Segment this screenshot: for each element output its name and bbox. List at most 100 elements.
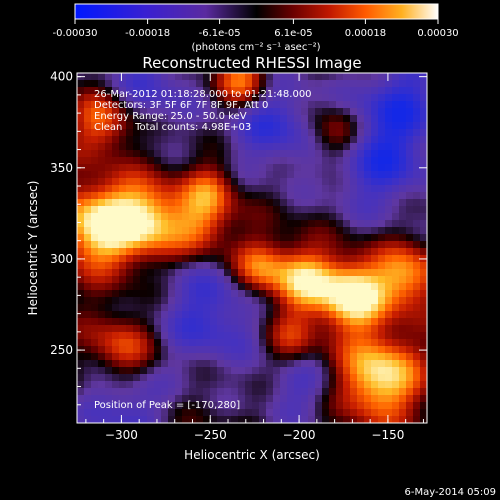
heatmap-cell (196, 409, 204, 417)
heatmap-cell (112, 262, 120, 270)
heatmap-cell (154, 388, 162, 396)
heatmap-cell (406, 395, 414, 403)
heatmap-cell (126, 269, 134, 277)
heatmap-cell (294, 94, 302, 102)
heatmap-cell (84, 297, 92, 305)
heatmap-cell (224, 353, 232, 361)
heatmap-cell (336, 241, 344, 249)
heatmap-cell (119, 143, 127, 151)
heatmap-cell (161, 220, 169, 228)
heatmap-cell (329, 388, 337, 396)
heatmap-cell (259, 325, 267, 333)
heatmap-cell (203, 388, 211, 396)
heatmap-cell (147, 115, 155, 123)
heatmap-cell (140, 304, 148, 312)
heatmap-cell (161, 178, 169, 186)
heatmap-cell (280, 94, 288, 102)
heatmap-cell (210, 395, 218, 403)
heatmap-cell (91, 255, 99, 263)
heatmap-cell (119, 353, 127, 361)
heatmap-cell (350, 395, 358, 403)
heatmap-cell (105, 311, 113, 319)
heatmap-cell (252, 94, 260, 102)
heatmap-cell (217, 318, 225, 326)
heatmap-cell (140, 353, 148, 361)
heatmap-cell (280, 297, 288, 305)
heatmap-cell (91, 262, 99, 270)
heatmap-cell (371, 199, 379, 207)
heatmap-cell (203, 227, 211, 235)
heatmap-cell (308, 290, 316, 298)
heatmap-cell (280, 199, 288, 207)
heatmap-cell (161, 122, 169, 130)
y-tick-label: 350 (50, 161, 73, 175)
heatmap-cell (343, 157, 351, 165)
heatmap-cell (259, 290, 267, 298)
heatmap-cell (273, 360, 281, 368)
heatmap-cell (112, 332, 120, 340)
heatmap-cell (350, 178, 358, 186)
heatmap-cell (161, 206, 169, 214)
heatmap-cell (385, 325, 393, 333)
heatmap-cell (378, 269, 386, 277)
heatmap-cell (399, 185, 407, 193)
heatmap-cell (315, 101, 323, 109)
heatmap-cell (420, 157, 427, 165)
heatmap-cell (154, 122, 162, 130)
heatmap-cell (259, 136, 267, 144)
heatmap-cell (420, 143, 427, 151)
heatmap-cell (84, 269, 92, 277)
heatmap-cell (175, 101, 183, 109)
heatmap-cell (119, 150, 127, 158)
heatmap-cell (77, 241, 85, 249)
heatmap-cell (189, 297, 197, 305)
heatmap-cell (399, 157, 407, 165)
heatmap-cell (105, 262, 113, 270)
heatmap-cell (126, 241, 134, 249)
heatmap-cell (322, 283, 330, 291)
heatmap-cell (266, 150, 274, 158)
heatmap-cell (133, 164, 141, 172)
heatmap-cell (280, 262, 288, 270)
heatmap-cell (91, 94, 99, 102)
heatmap-cell (308, 213, 316, 221)
heatmap-cell (161, 409, 169, 417)
heatmap-cell (287, 227, 295, 235)
heatmap-cell (266, 248, 274, 256)
heatmap-cell (343, 73, 351, 81)
heatmap-cell (231, 395, 239, 403)
heatmap-cell (322, 402, 330, 410)
heatmap-cell (175, 87, 183, 95)
heatmap-cell (238, 87, 246, 95)
heatmap-cell (161, 87, 169, 95)
heatmap-cell (406, 213, 414, 221)
heatmap-cell (112, 227, 120, 235)
heatmap-cell (147, 108, 155, 116)
heatmap-cell (210, 304, 218, 312)
heatmap-cell (273, 262, 281, 270)
heatmap-cell (413, 185, 421, 193)
heatmap-cell (238, 255, 246, 263)
heatmap-cell (294, 192, 302, 200)
heatmap-cell (98, 276, 106, 284)
heatmap-cell (175, 360, 183, 368)
heatmap-cell (175, 80, 183, 88)
heatmap-cell (189, 276, 197, 284)
heatmap-cell (343, 409, 351, 417)
heatmap-cell (315, 395, 323, 403)
peak-position-label: Position of Peak = [-170,280] (94, 400, 240, 411)
x-tick-label: −250 (194, 428, 227, 442)
heatmap-cell (280, 220, 288, 228)
heatmap-cell (91, 101, 99, 109)
heatmap-cell (392, 122, 400, 130)
heatmap-cell (217, 402, 225, 410)
heatmap-cell (189, 311, 197, 319)
heatmap-cell (154, 360, 162, 368)
heatmap-cell (252, 409, 260, 417)
heatmap-cell (392, 129, 400, 137)
heatmap-cell (196, 150, 204, 158)
heatmap-cell (161, 157, 169, 165)
heatmap-cell (420, 206, 427, 214)
heatmap-cell (357, 360, 365, 368)
heatmap-cell (357, 150, 365, 158)
